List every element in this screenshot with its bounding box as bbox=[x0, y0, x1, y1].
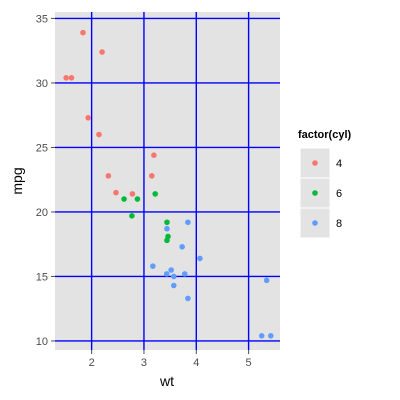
data-point-cyl-8 bbox=[197, 255, 203, 262]
legend: factor(cyl) 4 6 8 bbox=[298, 129, 352, 239]
x-tick-label: 4 bbox=[193, 357, 199, 369]
panel-background bbox=[55, 12, 280, 350]
data-point-cyl-8 bbox=[170, 282, 177, 289]
data-point-cyl-8 bbox=[179, 243, 185, 250]
y-axis-ticks: 10 15 20 25 30 35 bbox=[36, 13, 55, 348]
data-point-cyl-8 bbox=[168, 267, 174, 273]
y-tick-label: 15 bbox=[36, 271, 48, 283]
data-point-cyl-4 bbox=[113, 189, 119, 196]
x-tick-label: 5 bbox=[246, 357, 252, 369]
data-point-cyl-4 bbox=[85, 114, 92, 121]
data-point-cyl-8 bbox=[185, 219, 191, 226]
data-points bbox=[63, 29, 274, 339]
y-tick-label: 25 bbox=[36, 142, 48, 154]
legend-label-8: 8 bbox=[336, 218, 342, 230]
legend-label-6: 6 bbox=[336, 188, 342, 200]
data-point-cyl-8 bbox=[181, 271, 188, 277]
data-point-cyl-4 bbox=[96, 131, 102, 138]
data-point-cyl-4 bbox=[129, 191, 136, 197]
y-tick-label: 35 bbox=[36, 13, 48, 25]
x-tick-label: 2 bbox=[89, 357, 95, 369]
legend-marker-4 bbox=[312, 160, 318, 166]
legend-label-4: 4 bbox=[336, 158, 342, 170]
data-point-cyl-4 bbox=[63, 74, 69, 81]
x-tick-label: 3 bbox=[141, 357, 147, 369]
data-point-cyl-6 bbox=[134, 196, 141, 202]
data-point-cyl-8 bbox=[185, 295, 191, 302]
y-tick-label: 20 bbox=[36, 207, 48, 219]
data-point-cyl-6 bbox=[152, 191, 159, 197]
data-point-cyl-8 bbox=[170, 273, 177, 280]
y-tick-label: 30 bbox=[36, 78, 48, 90]
x-axis-title: wt bbox=[159, 373, 174, 389]
data-point-cyl-8 bbox=[263, 277, 270, 284]
legend-title: factor(cyl) bbox=[298, 129, 352, 141]
data-point-cyl-4 bbox=[99, 49, 105, 55]
data-point-cyl-4 bbox=[105, 173, 112, 179]
data-point-cyl-4 bbox=[149, 173, 155, 179]
data-point-cyl-8 bbox=[258, 333, 265, 339]
legend-marker-6 bbox=[312, 190, 318, 196]
x-axis-ticks: 2 3 4 5 bbox=[89, 350, 252, 369]
data-point-cyl-6 bbox=[164, 237, 170, 244]
data-point-cyl-4 bbox=[68, 74, 75, 81]
y-axis-title: mpg bbox=[9, 167, 25, 194]
data-point-cyl-4 bbox=[151, 152, 157, 158]
data-point-cyl-6 bbox=[121, 196, 127, 202]
legend-marker-8 bbox=[312, 220, 318, 226]
data-point-cyl-8 bbox=[150, 263, 156, 269]
data-point-cyl-8 bbox=[267, 333, 274, 339]
data-point-cyl-6 bbox=[164, 219, 170, 226]
data-point-cyl-8 bbox=[163, 271, 170, 277]
data-point-cyl-8 bbox=[164, 225, 170, 232]
data-point-cyl-4 bbox=[80, 29, 86, 36]
data-point-cyl-6 bbox=[129, 213, 135, 219]
y-tick-label: 10 bbox=[36, 336, 48, 348]
